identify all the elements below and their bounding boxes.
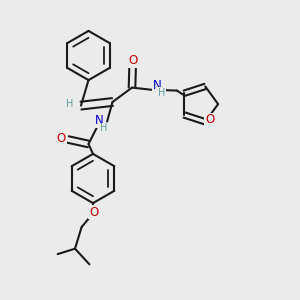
Text: H: H (158, 88, 166, 98)
Text: N: N (95, 114, 104, 128)
Text: O: O (128, 54, 137, 67)
Text: H: H (66, 99, 73, 109)
Text: O: O (205, 113, 214, 126)
Text: O: O (89, 206, 98, 219)
Text: H: H (100, 123, 107, 133)
Text: N: N (153, 79, 162, 92)
Text: O: O (57, 132, 66, 145)
